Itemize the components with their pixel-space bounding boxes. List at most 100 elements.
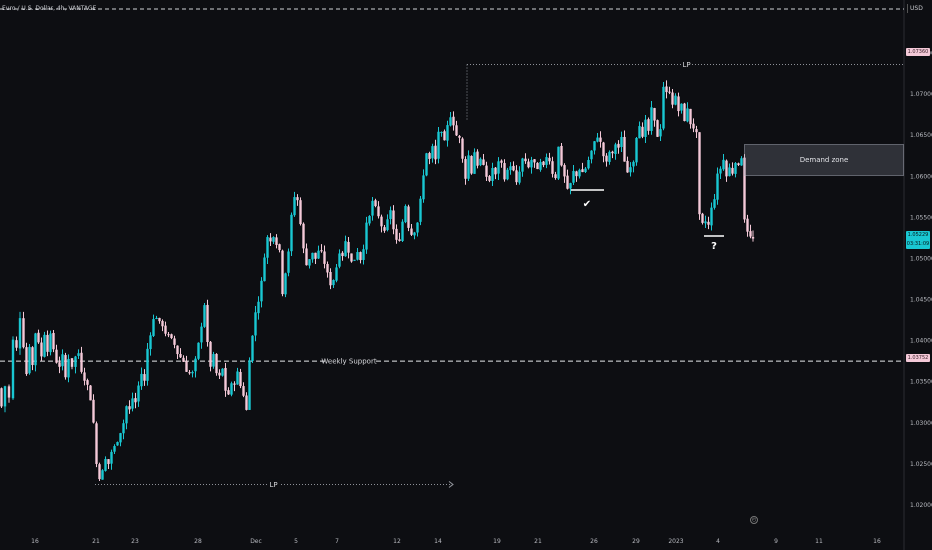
candle-body (509, 166, 512, 171)
candle-body (515, 170, 518, 183)
candle-body (314, 252, 317, 259)
candle-body (347, 241, 350, 253)
price-tick-label: 1.02500 (910, 461, 932, 468)
candle-body (401, 221, 404, 242)
lp-top-label-bg (681, 59, 692, 70)
candle-body (590, 150, 593, 160)
candle-body (185, 361, 188, 372)
candle-body (128, 406, 131, 410)
candle-body (164, 325, 167, 334)
candle-body (446, 125, 449, 141)
candle-body (470, 155, 473, 174)
candle-body (731, 167, 734, 174)
candle-body (449, 117, 452, 126)
candle-body (143, 374, 146, 381)
currency-label[interactable]: USD (907, 4, 925, 13)
candle-body (554, 174, 557, 179)
candle-body (572, 170, 575, 183)
candle-body (653, 108, 656, 121)
time-tick-label: 9 (774, 538, 778, 545)
candle-body (365, 222, 368, 250)
candle-body (536, 162, 539, 170)
candle-body (374, 200, 377, 207)
candle-body (638, 126, 641, 139)
candle-body (173, 338, 176, 345)
candle-body (644, 119, 647, 137)
demand-zone-label: Demand zone (799, 156, 849, 164)
candle-body (575, 171, 578, 177)
candle-body (395, 228, 398, 240)
candle-body (632, 161, 635, 167)
candle-body (491, 167, 494, 181)
candle-body (134, 398, 137, 403)
candle-body (671, 92, 674, 105)
candle-body (98, 464, 101, 480)
candle-body (46, 334, 49, 352)
candle-body (197, 342, 200, 359)
candle-body (500, 160, 503, 163)
candle-body (221, 368, 224, 376)
candle-body (18, 318, 22, 349)
candle-body (269, 237, 272, 242)
candle-body (518, 171, 521, 183)
candle-body (422, 175, 425, 200)
candle-body (350, 253, 353, 262)
candle-body (146, 348, 149, 381)
candle-body (335, 267, 338, 281)
price-tick-label: 1.06500 (910, 132, 932, 139)
candle-body (674, 95, 677, 105)
candle-body (734, 162, 737, 174)
candle-body (479, 158, 482, 166)
candle-body (467, 155, 470, 179)
timezone-clock-icon[interactable]: ◴ (750, 516, 758, 524)
candle-body (266, 237, 269, 258)
candle-body (488, 176, 491, 181)
candle-body (323, 251, 326, 264)
time-tick-label: 2023 (668, 538, 683, 545)
candle-body (728, 167, 731, 177)
candle-body (22, 318, 25, 348)
candle-body (584, 168, 587, 173)
candle-body (428, 153, 431, 159)
candle-body (254, 312, 257, 336)
price-tick-label: 1.03000 (910, 420, 932, 427)
time-tick-label: 19 (493, 538, 501, 545)
candle-body (218, 372, 221, 376)
demand-zone-box[interactable]: Demand zone (744, 144, 904, 176)
candle-body (67, 358, 70, 378)
candle-body (344, 241, 347, 257)
candle-body (140, 373, 143, 387)
price-tick-label: 1.05000 (910, 255, 932, 262)
candle-body (302, 223, 305, 249)
candle-body (647, 119, 650, 131)
candle-body (710, 207, 713, 226)
last-price-tag: 1.05229 03:31:09 (906, 231, 930, 249)
candle-body (746, 218, 749, 232)
candle-body (506, 169, 509, 180)
time-tick-label: 4 (716, 538, 720, 545)
candle-body (404, 205, 407, 223)
candle-body (545, 157, 548, 165)
candle-body (497, 161, 500, 174)
time-tick-label: 14 (434, 538, 442, 545)
candle-body (236, 371, 239, 385)
candle-body (581, 169, 584, 173)
support-price-tag: 1.03752 (906, 354, 930, 362)
time-tick-label: 16 (873, 538, 881, 545)
candle-body (362, 249, 365, 260)
candle-body (413, 232, 416, 236)
candle-body (329, 271, 332, 286)
candle-body (263, 257, 266, 282)
candle-body (389, 210, 392, 219)
candle-body (596, 137, 599, 142)
candle-body (116, 442, 119, 446)
candle-body (527, 161, 530, 168)
candle-body (149, 335, 152, 350)
time-tick-label: 12 (393, 538, 401, 545)
candle-body (55, 349, 58, 363)
candle-body (200, 326, 203, 343)
candle-body (563, 165, 566, 177)
candle-body (209, 341, 212, 367)
candle-body (368, 216, 371, 224)
